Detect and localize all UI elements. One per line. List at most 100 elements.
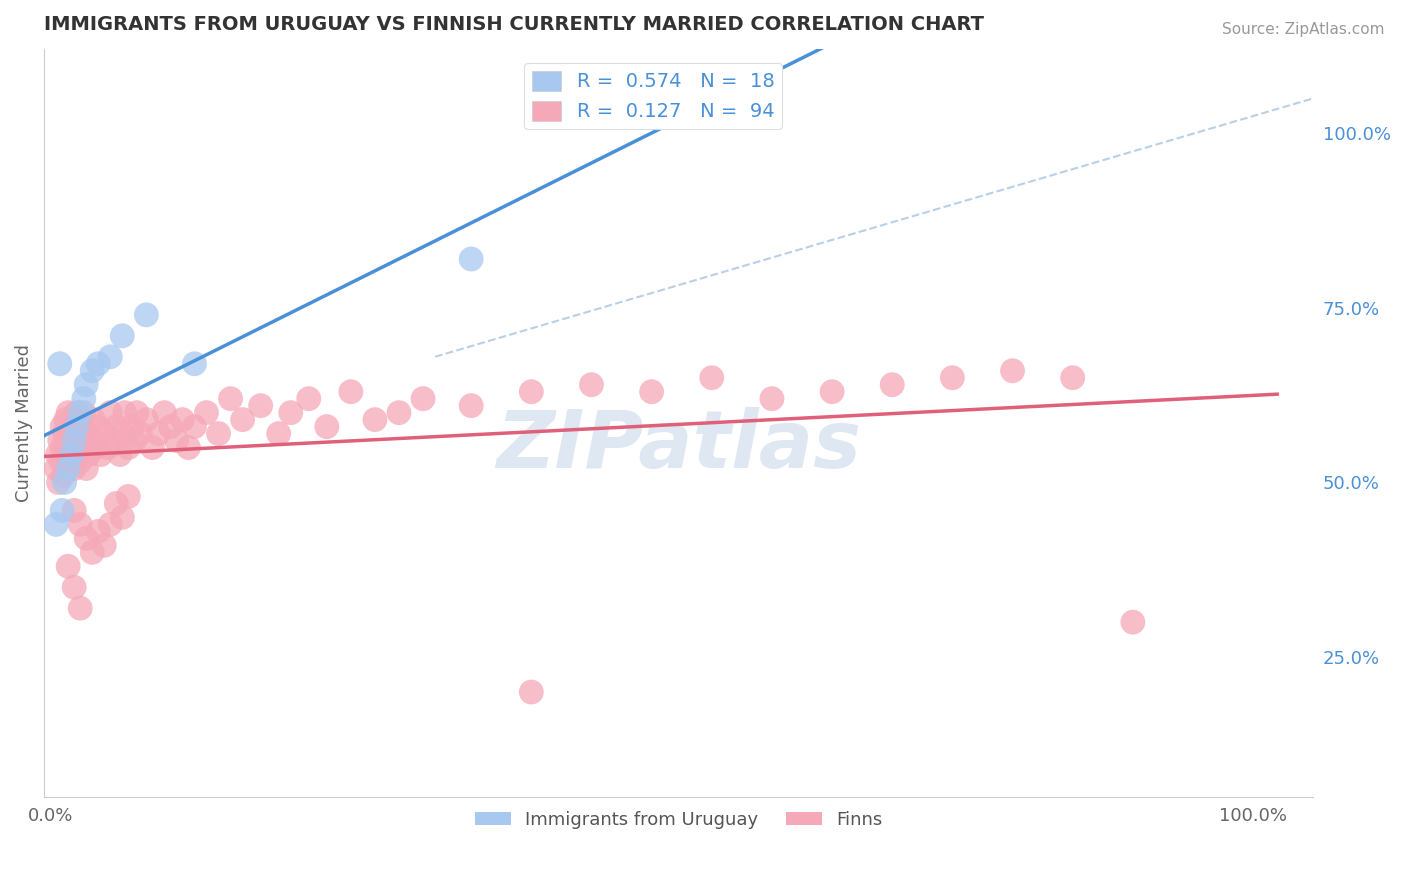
Point [460,252,482,266]
Point [412,392,434,406]
Point [129,426,152,441]
Point [98,350,121,364]
Point [882,377,904,392]
Point [45,461,67,475]
Text: ZIPatlas: ZIPatlas [496,407,862,484]
Point [80,434,103,448]
Point [63,461,86,475]
Point [65,434,87,448]
Point [640,384,662,399]
Point [75,532,97,546]
Point [60,441,83,455]
Point [58,454,80,468]
Point [700,370,723,384]
Point [63,434,86,448]
Point [73,434,96,448]
Point [69,454,91,468]
Point [172,412,194,426]
Point [388,406,411,420]
Point [177,441,200,455]
Point [87,419,110,434]
Point [159,419,181,434]
Point [520,384,543,399]
Point [82,412,104,426]
Point [73,392,96,406]
Point [70,419,93,434]
Point [67,426,90,441]
Point [207,426,229,441]
Point [267,426,290,441]
Point [63,580,86,594]
Point [105,496,128,510]
Point [69,517,91,532]
Point [761,392,783,406]
Point [49,454,72,468]
Point [364,412,387,426]
Point [153,406,176,420]
Point [121,419,143,434]
Point [315,419,337,434]
Point [1122,615,1144,630]
Point [249,399,271,413]
Point [69,406,91,420]
Point [821,384,844,399]
Point [62,419,84,434]
Point [59,426,82,441]
Point [108,448,131,462]
Point [51,503,73,517]
Point [73,406,96,420]
Point [124,434,146,448]
Point [117,441,139,455]
Point [56,461,79,475]
Point [280,406,302,420]
Point [90,448,112,462]
Point [520,685,543,699]
Point [111,426,134,441]
Point [75,377,97,392]
Point [460,399,482,413]
Point [114,406,136,420]
Point [65,419,87,434]
Point [195,406,218,420]
Point [72,441,94,455]
Point [117,490,139,504]
Point [75,461,97,475]
Point [46,448,69,462]
Point [93,538,115,552]
Point [183,357,205,371]
Point [101,434,124,448]
Point [56,559,79,574]
Point [135,412,157,426]
Point [141,441,163,455]
Point [97,441,120,455]
Point [53,475,76,490]
Point [77,448,100,462]
Point [51,419,73,434]
Point [125,406,148,420]
Point [56,434,79,448]
Point [148,426,170,441]
Point [53,426,76,441]
Point [1062,370,1084,384]
Point [183,419,205,434]
Point [65,406,87,420]
Point [298,392,321,406]
Point [66,448,89,462]
Point [63,503,86,517]
Point [232,412,254,426]
Point [52,468,75,483]
Point [219,392,242,406]
Point [98,406,121,420]
Point [82,545,104,559]
Point [76,426,98,441]
Point [51,441,73,455]
Text: Source: ZipAtlas.com: Source: ZipAtlas.com [1222,22,1385,37]
Point [60,448,83,462]
Point [111,510,134,524]
Point [82,364,104,378]
Legend: Immigrants from Uruguay, Finns: Immigrants from Uruguay, Finns [468,804,890,837]
Point [165,434,187,448]
Point [98,517,121,532]
Point [87,357,110,371]
Point [87,524,110,539]
